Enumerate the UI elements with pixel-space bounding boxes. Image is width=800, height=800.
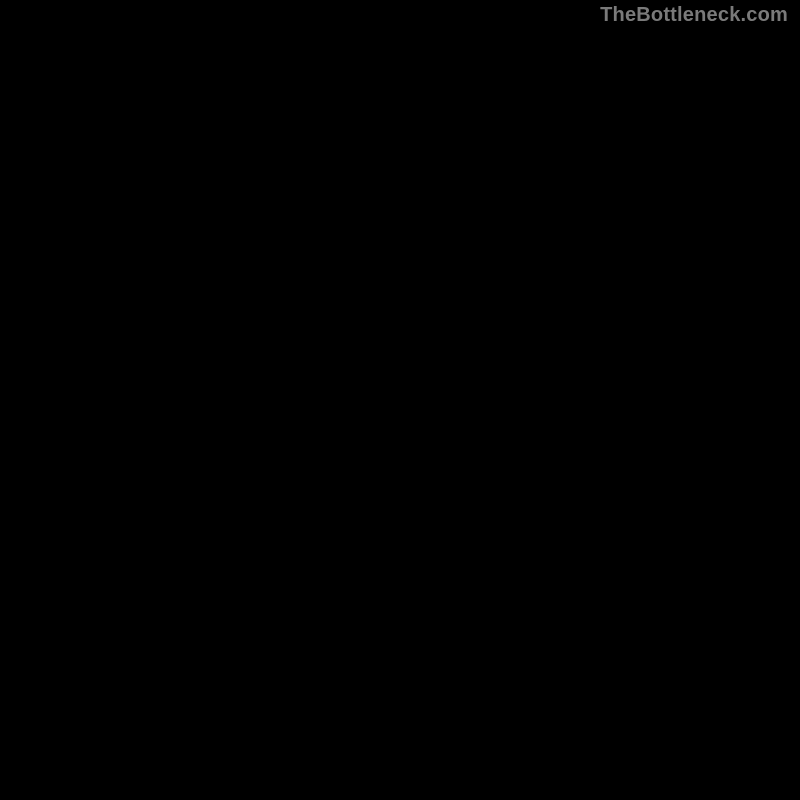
watermark-text: TheBottleneck.com (600, 4, 788, 27)
chart-container: TheBottleneck.com (0, 0, 800, 800)
chart-frame (0, 0, 800, 800)
